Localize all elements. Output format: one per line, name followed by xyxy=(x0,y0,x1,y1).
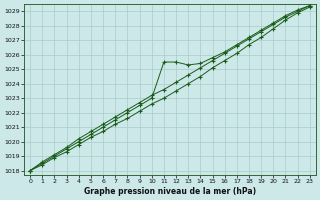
X-axis label: Graphe pression niveau de la mer (hPa): Graphe pression niveau de la mer (hPa) xyxy=(84,187,256,196)
